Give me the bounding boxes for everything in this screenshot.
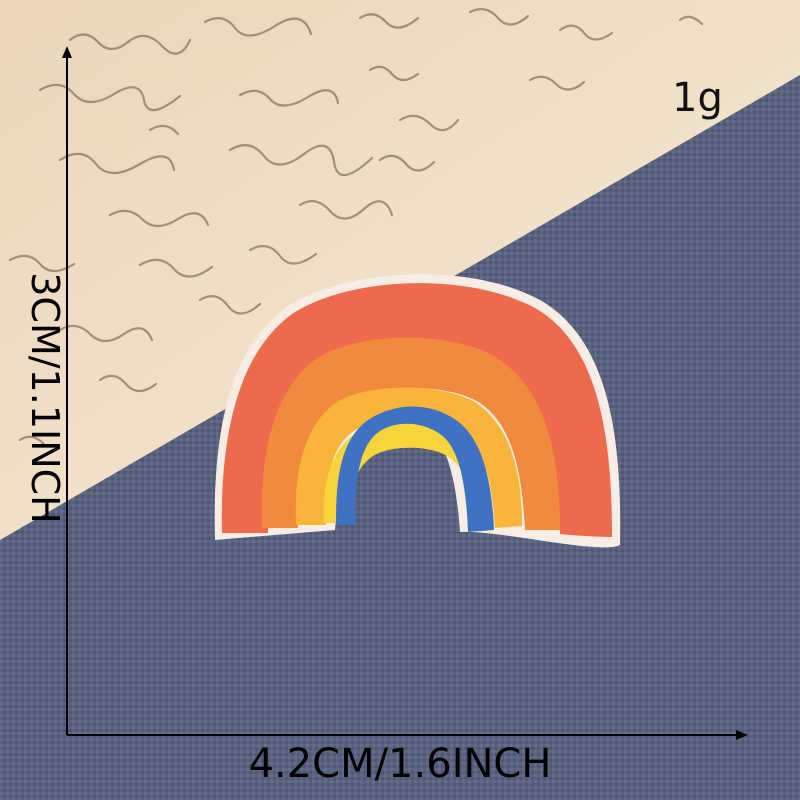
handwriting-texture [8,7,704,446]
rainbow-patch [214,274,621,548]
paper-background [0,0,800,540]
stripe-light-orange [295,387,522,528]
height-dimension-label: 3CM/1.1INCH [23,272,67,524]
stripe-blue [336,406,494,532]
stripe-yellow [323,422,494,528]
stripe-red [221,283,613,537]
stripe-orange [261,337,560,530]
width-dimension-label: 4.2CM/1.6INCH [248,741,552,787]
weight-label: 1g [672,75,723,121]
